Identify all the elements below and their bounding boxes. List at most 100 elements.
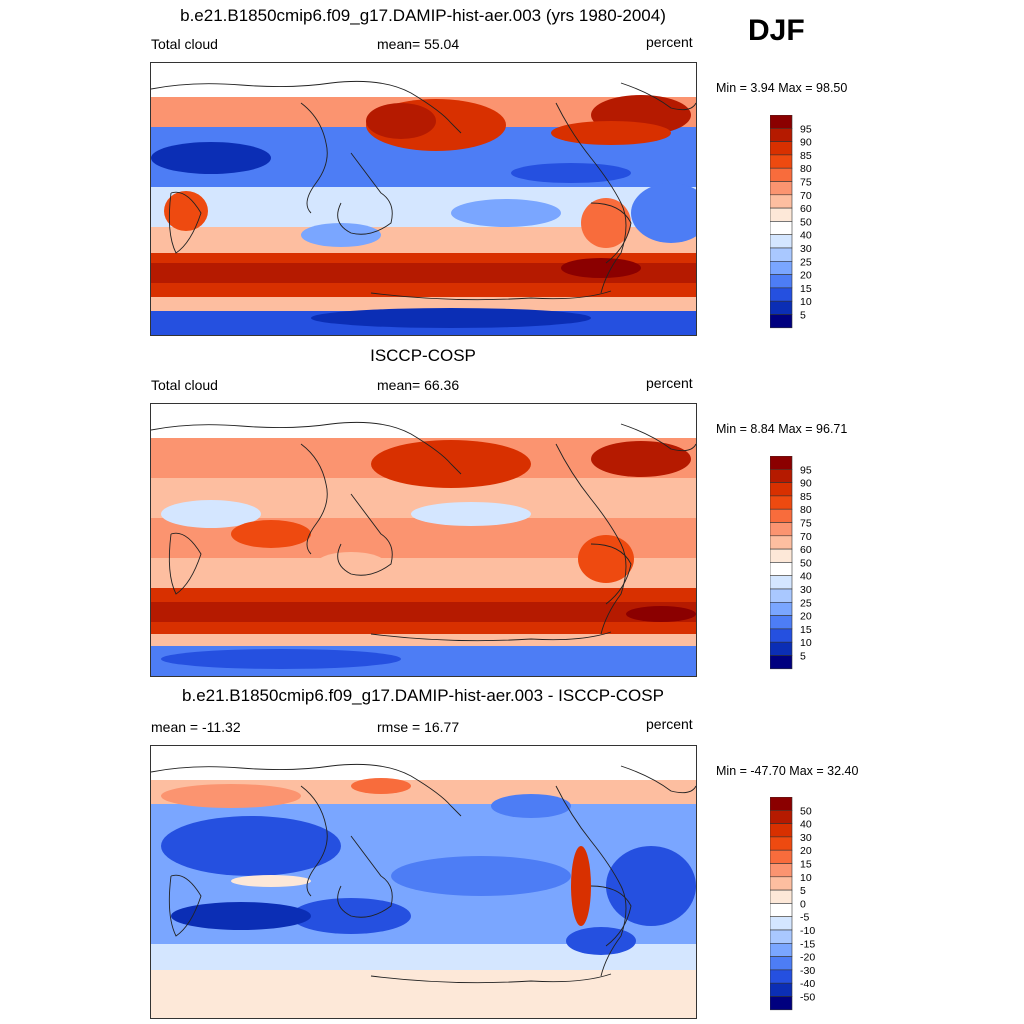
- colorbar-box: [769, 261, 793, 275]
- colorbar-tick-label: -50: [800, 992, 815, 1004]
- colorbar-tick-label: -5: [800, 912, 809, 924]
- colorbar-tick-label: 20: [800, 611, 812, 623]
- map-plot: [150, 745, 697, 1019]
- panel-minmax: Min = -47.70 Max = 32.40: [716, 764, 859, 778]
- colorbar-tick-label: -10: [800, 925, 815, 937]
- colorbar-tick-label: 5: [800, 310, 806, 322]
- panel-mean-label: mean= 55.04: [377, 36, 460, 52]
- map-field: [151, 746, 696, 1018]
- colorbar-box: [769, 641, 793, 656]
- colorbar-tick-label: 40: [800, 571, 812, 583]
- colorbar-box: [769, 508, 793, 523]
- colorbar-box: [769, 128, 793, 142]
- colorbar-tick-label: 50: [800, 216, 812, 228]
- colorbar-box: [769, 982, 793, 997]
- colorbar-tick-label: 95: [800, 464, 812, 476]
- map-plot: [150, 62, 697, 336]
- colorbar-tick-label: 75: [800, 518, 812, 530]
- colorbar-tick-label: 40: [800, 230, 812, 242]
- colorbar-box: [769, 655, 793, 670]
- colorbar-box: [769, 535, 793, 550]
- colorbar-box: [769, 628, 793, 643]
- colorbar-box: [769, 141, 793, 156]
- colorbar-tick-label: -20: [800, 952, 815, 964]
- colorbar: 50 40 30 20 15 10 5 0 -5 -10 -15 -20 -30 -40 -50: [769, 796, 870, 1011]
- colorbar-tick-label: 70: [800, 190, 812, 202]
- panel-rmse-label: rmse = 16.77: [377, 719, 460, 735]
- colorbar-tick-label: 85: [800, 491, 812, 503]
- colorbar-box: [769, 823, 793, 838]
- colorbar-box: [769, 482, 793, 497]
- colorbar-tick-label: 15: [800, 859, 812, 871]
- colorbar-tick-label: 85: [800, 150, 812, 162]
- colorbar-box: [769, 996, 793, 1011]
- colorbar-box: [769, 956, 793, 971]
- colorbar-box: [769, 903, 793, 918]
- colorbar-box: [769, 863, 793, 878]
- colorbar-box: [769, 167, 793, 182]
- colorbar-tick-label: 20: [800, 270, 812, 282]
- colorbar-box: [769, 810, 793, 824]
- colorbar: 95 90 85 80 75 70 60 50 40 30 25 20 15 10 5: [769, 114, 870, 329]
- colorbar-box: [769, 114, 793, 129]
- colorbar-tick-label: 90: [800, 137, 812, 149]
- colorbar-box: [769, 522, 793, 537]
- colorbar-tick-label: 30: [800, 832, 812, 844]
- colorbar-tick-label: 80: [800, 163, 812, 175]
- colorbar-tick-label: 10: [800, 296, 812, 308]
- colorbar-tick-label: 30: [800, 243, 812, 255]
- panel-minmax: Min = 8.84 Max = 96.71: [716, 422, 848, 436]
- colorbar-tick-label: 75: [800, 177, 812, 189]
- colorbar-tick-label: 0: [800, 898, 806, 910]
- colorbar-box: [769, 615, 793, 630]
- map-field: [151, 404, 696, 676]
- panel-mean-label: mean = -11.32: [151, 719, 241, 735]
- colorbar-tick-label: 25: [800, 597, 812, 609]
- colorbar-box: [769, 836, 793, 851]
- colorbar-tick-label: 30: [800, 584, 812, 596]
- colorbar-box: [769, 796, 793, 811]
- colorbar-box: [769, 849, 793, 864]
- colorbar-tick-label: 80: [800, 504, 812, 516]
- panel-units-label: percent: [646, 716, 693, 732]
- colorbar-box: [769, 287, 793, 302]
- colorbar-box: [769, 247, 793, 262]
- colorbar-box: [769, 889, 793, 904]
- colorbar: 95 90 85 80 75 70 60 50 40 30 25 20 15 10 5: [769, 455, 870, 670]
- panel-variable-label: Total cloud: [151, 36, 218, 52]
- colorbar-box: [769, 469, 793, 483]
- colorbar-box: [769, 876, 793, 891]
- colorbar-box: [769, 194, 793, 209]
- panel-minmax: Min = 3.94 Max = 98.50: [716, 81, 848, 95]
- colorbar-tick-label: 70: [800, 531, 812, 543]
- colorbar-box: [769, 495, 793, 510]
- colorbar-box: [769, 602, 793, 616]
- colorbar-tick-label: 5: [800, 651, 806, 663]
- colorbar-box: [769, 943, 793, 957]
- panel-title: b.e21.B1850cmip6.f09_g17.DAMIP-hist-aer.…: [180, 6, 666, 25]
- colorbar-tick-label: -40: [800, 978, 815, 990]
- season-label: DJF: [748, 14, 805, 47]
- colorbar-tick-label: 15: [800, 283, 812, 295]
- colorbar-box: [769, 154, 793, 169]
- map-plot: [150, 403, 697, 677]
- colorbar-box: [769, 207, 793, 222]
- colorbar-tick-label: 60: [800, 203, 812, 215]
- panel-title: ISCCP-COSP: [370, 346, 476, 365]
- colorbar-box: [769, 300, 793, 315]
- colorbar-tick-label: 20: [800, 845, 812, 857]
- map-field: [151, 63, 696, 335]
- colorbar-box: [769, 916, 793, 931]
- colorbar-tick-label: -30: [800, 965, 815, 977]
- colorbar-tick-label: 25: [800, 256, 812, 268]
- colorbar-box: [769, 548, 793, 563]
- panel-variable-label: Total cloud: [151, 377, 218, 393]
- colorbar-box: [769, 929, 793, 944]
- colorbar-tick-label: 15: [800, 624, 812, 636]
- colorbar-box: [769, 274, 793, 289]
- colorbar-box: [769, 588, 793, 603]
- colorbar-tick-label: 90: [800, 478, 812, 490]
- colorbar-box: [769, 221, 793, 236]
